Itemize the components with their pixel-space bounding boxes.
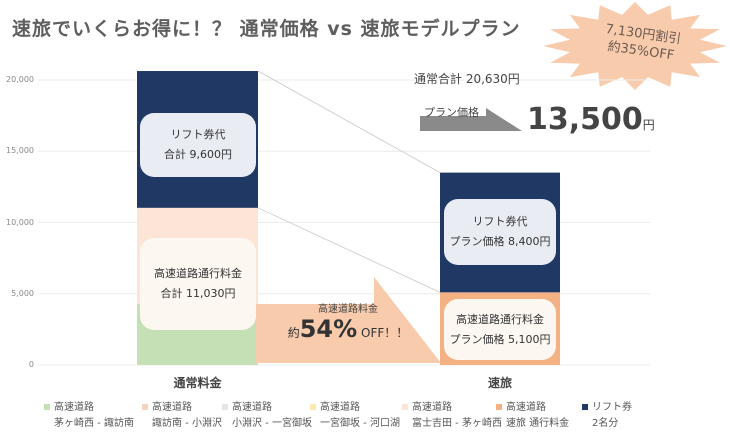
legend-label: 高速道路 bbox=[232, 402, 272, 413]
plan-price-label: プラン価格 bbox=[424, 106, 479, 119]
savings-percent: 54% bbox=[299, 315, 358, 343]
savings-suffix: OFF！！ bbox=[357, 326, 409, 340]
legend-item: 高速道路 bbox=[310, 398, 360, 413]
legend-route: 小淵沢 - 一宮御坂 bbox=[232, 418, 312, 429]
legend-route: 諏訪南 - 小淵沢 bbox=[152, 418, 222, 429]
legend-item: 高速道路 bbox=[496, 398, 546, 413]
legend-label: 高速道路 bbox=[320, 402, 360, 413]
legend-swatch bbox=[582, 404, 588, 410]
normal-lift-total: 合計 9,600円 bbox=[164, 148, 232, 161]
plan-price-arrow bbox=[420, 108, 522, 131]
plan-lift-price: プラン価格 8,400円 bbox=[449, 235, 551, 248]
normal-highway-box: 高速道路通行料金 合計 11,030円 bbox=[140, 238, 256, 330]
legend-item: 高速道路 bbox=[142, 398, 192, 413]
legend-item: リフト券 bbox=[582, 398, 632, 413]
y-tick-label: 15,000 bbox=[6, 146, 34, 156]
plan-highway-label: 高速道路通行料金 bbox=[456, 312, 544, 326]
legend-swatch bbox=[496, 404, 502, 410]
plan-highway-box: 高速道路通行料金 プラン価格 5,100円 bbox=[444, 299, 556, 360]
legend-route: 2名分 bbox=[592, 418, 619, 429]
savings-prefix: 約 bbox=[287, 326, 300, 340]
normal-lift-box: リフト券代 合計 9,600円 bbox=[140, 113, 256, 177]
y-tick-label: 0 bbox=[28, 360, 34, 369]
page-title: 速旅でいくらお得に！？ 通常価格 vs 速旅モデルプラン bbox=[12, 18, 521, 40]
category-plan: 速旅 bbox=[487, 376, 512, 390]
normal-total-label: 通常合計 20,630円 bbox=[414, 72, 520, 86]
plan-price-total: 13,500円 bbox=[527, 102, 655, 137]
savings-callout: 高速道路料金 約54% OFF！！ bbox=[258, 300, 438, 343]
legend-route: 速旅 通行料金 bbox=[506, 418, 570, 429]
legend-swatch bbox=[222, 404, 228, 410]
y-tick-label: 5,000 bbox=[11, 288, 34, 298]
legend-route: 富士吉田 - 茅ヶ崎西 bbox=[412, 418, 502, 429]
plan-price-unit: 円 bbox=[642, 118, 655, 132]
legend-label: 高速道路 bbox=[506, 402, 546, 413]
plan-price-value: 13,500 bbox=[527, 102, 643, 137]
legend-label: リフト券 bbox=[592, 402, 632, 413]
legend-route: 一宮御坂 - 河口湖 bbox=[320, 418, 400, 429]
legend-swatch bbox=[310, 404, 316, 410]
category-normal: 通常料金 bbox=[173, 376, 222, 390]
y-tick-label: 20,000 bbox=[6, 75, 34, 84]
legend-item: 高速道路 bbox=[222, 398, 272, 413]
plan-lift-label: リフト券代 bbox=[472, 215, 528, 228]
savings-callout-title: 高速道路料金 bbox=[318, 304, 378, 315]
legend-swatch bbox=[44, 404, 50, 410]
legend-swatch bbox=[142, 404, 148, 410]
discount-burst bbox=[543, 2, 727, 90]
plan-lift-box: リフト券代 プラン価格 8,400円 bbox=[444, 199, 556, 265]
legend-route: 茅ヶ崎西 - 諏訪南 bbox=[54, 418, 134, 429]
legend-item: 高速道路 bbox=[402, 398, 452, 413]
legend-item: 高速道路 bbox=[44, 398, 94, 413]
legend-label: 高速道路 bbox=[54, 402, 94, 413]
y-tick-label: 10,000 bbox=[6, 217, 34, 227]
connector-line bbox=[257, 207, 441, 293]
savings-arrow bbox=[256, 277, 441, 363]
connector-line bbox=[257, 70, 441, 173]
normal-highway-label: 高速道路通行料金 bbox=[154, 267, 242, 280]
normal-highway-total: 合計 11,030円 bbox=[160, 287, 236, 300]
legend-label: 高速道路 bbox=[412, 402, 452, 413]
savings-callout-text: 約54% OFF！！ bbox=[258, 315, 438, 343]
plan-highway-price: プラン価格 5,100円 bbox=[449, 332, 551, 346]
legend-swatch bbox=[402, 404, 408, 410]
normal-lift-label: リフト券代 bbox=[170, 128, 226, 141]
legend-label: 高速道路 bbox=[152, 402, 192, 413]
